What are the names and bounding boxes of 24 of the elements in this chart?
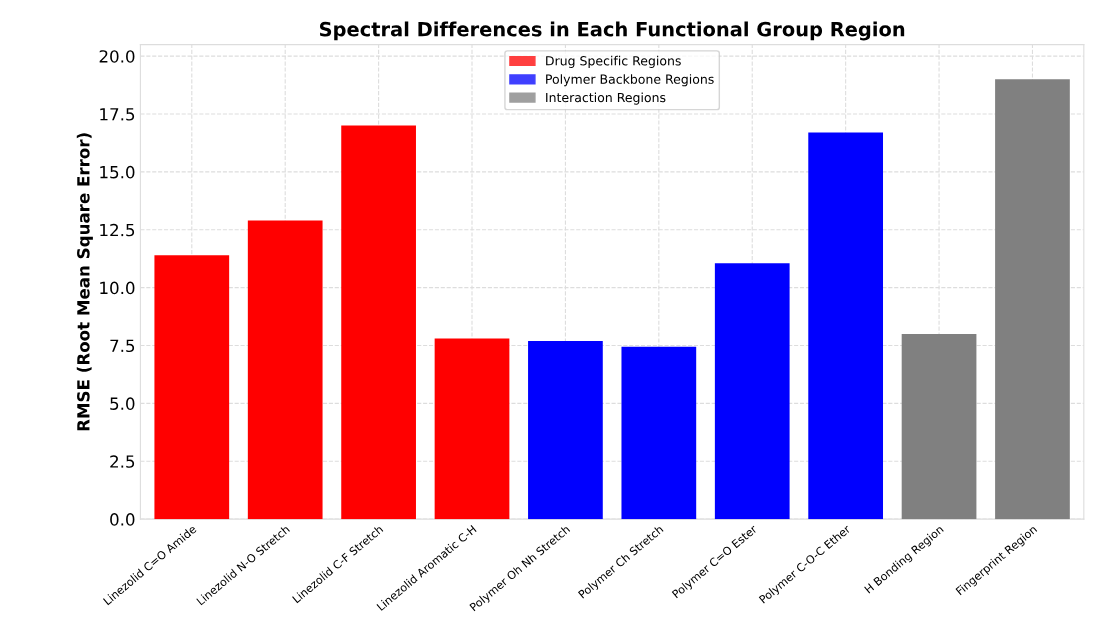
bar [528,340,603,520]
y-tick-label: 2.5 [110,455,135,468]
y-tick-label: 17.5 [100,108,135,121]
y-axis-title: RMSE (Root Mean Square Error) [76,133,93,431]
y-tick-label: 0.0 [110,513,135,526]
y-tick-label: 10.0 [100,281,135,295]
bar [714,263,790,520]
bar [901,333,977,520]
legend-label: Polymer Backbone Regions [546,74,714,87]
y-tick-label: 20.0 [99,50,135,63]
bar [154,255,230,520]
bar [247,220,323,520]
y-tick-label: 7.5 [110,339,135,353]
y-tick-label: 12.5 [100,223,135,237]
legend-label: Drug Specific Regions [546,55,681,68]
bar [995,79,1070,520]
chart-title: Spectral Differences in Each Functional Group Region [319,21,905,41]
y-tick-label: 15.0 [100,165,135,179]
y-tick-label: 5.0 [110,397,135,410]
bar [808,132,884,520]
bar [434,338,510,520]
bar [341,125,416,520]
legend-label: Interaction Regions [546,92,666,105]
bar [621,346,697,520]
